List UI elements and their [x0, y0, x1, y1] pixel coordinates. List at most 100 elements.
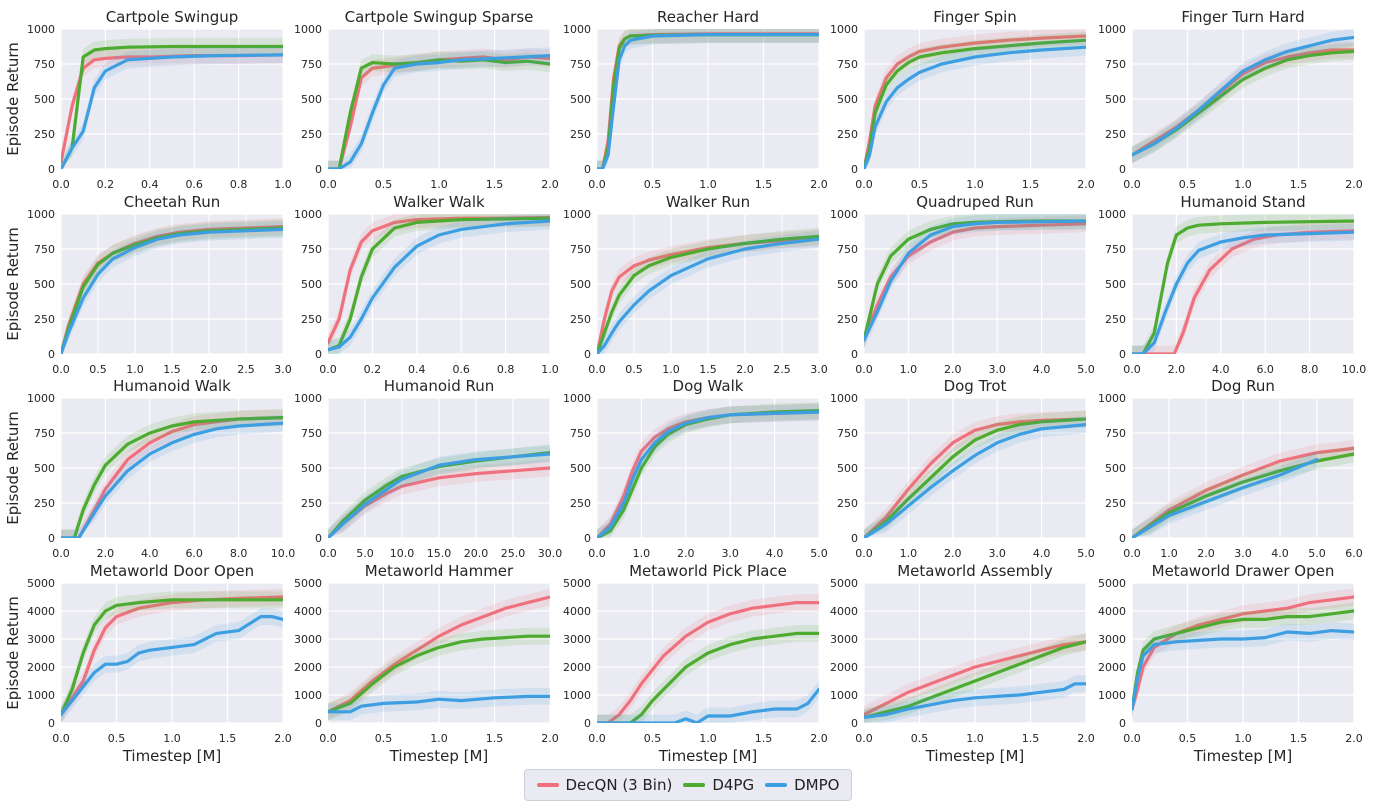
x-tick-label: 6.0 — [1256, 363, 1274, 376]
y-tick-label: 1000 — [563, 23, 591, 36]
chart-title: Walker Walk — [393, 193, 485, 211]
y-tick-label: 250 — [570, 497, 591, 510]
series-group — [328, 588, 550, 721]
x-tick-label: 2.0 — [274, 732, 292, 745]
x-tick-label: 2.0 — [200, 363, 218, 376]
series-group — [1132, 588, 1354, 718]
y-tick-label: 750 — [570, 58, 591, 71]
y-tick-label: 1000 — [563, 392, 591, 405]
line-decqn-3-bin — [1132, 595, 1354, 711]
x-tick-label: 2.0 — [810, 178, 828, 191]
x-tick-label: 2.0 — [944, 363, 962, 376]
y-tick-label: 750 — [34, 427, 55, 440]
band-dmpo — [864, 214, 1086, 349]
x-tick-label: 5.0 — [1077, 547, 1095, 560]
x-tick-label: 0.0 — [588, 732, 606, 745]
x-tick-label: 15.0 — [427, 547, 452, 560]
x-tick-label: 2.0 — [541, 732, 559, 745]
y-tick-label: 500 — [570, 278, 591, 291]
x-tick-label: 2.0 — [541, 178, 559, 191]
y-tick-label: 500 — [301, 93, 322, 106]
y-tick-label: 750 — [34, 243, 55, 256]
band-dmpo — [61, 414, 283, 538]
legend: DecQN (3 Bin) D4PG DMPO — [524, 769, 852, 801]
band-d4pg — [328, 51, 550, 169]
line-d4pg — [597, 234, 819, 354]
line-dmpo — [597, 687, 819, 723]
x-tick-label: 2.5 — [773, 363, 791, 376]
x-tick-label: 0.5 — [644, 732, 662, 745]
y-tick-label: 1000 — [1098, 208, 1126, 221]
chart-reacher-hard: 0.0 0.5 1.0 1.5 2.0 0 250 500 750 1000 Reacher Har… — [563, 8, 828, 191]
y-tick-label: 4000 — [830, 605, 858, 618]
y-tick-label: 500 — [570, 93, 591, 106]
x-tick-label: 6.0 — [1345, 547, 1363, 560]
line-dmpo — [1132, 230, 1354, 354]
chart-walker-run: 0.0 0.5 1.0 1.5 2.0 2.5 3.0 0 250 500 750 1000 Walke… — [563, 193, 828, 376]
y-axis-label: Episode Return — [4, 227, 22, 340]
chart-metaworld-assembly: 0.0 0.5 1.0 1.5 2.0 0 1000 2000 3000 4000 5000 Meta… — [830, 562, 1095, 765]
x-tick-label: 0.5 — [911, 732, 929, 745]
line-dmpo — [864, 219, 1086, 342]
chart-metaworld-hammer: 0.0 0.5 1.0 1.5 2.0 0 1000 2000 3000 4000 5000 Meta… — [294, 562, 559, 765]
band-decqn-3-bin — [864, 633, 1086, 723]
y-tick-label: 250 — [301, 128, 322, 141]
chart-dog-walk: 0.0 1.0 2.0 3.0 4.0 5.0 0 250 500 750 1000 Dog Walk — [563, 377, 828, 560]
series-group — [328, 444, 550, 538]
x-tick-label: 0.0 — [855, 732, 873, 745]
x-tick-label: 2.0 — [677, 547, 695, 560]
line-d4pg — [1132, 609, 1354, 711]
chart-humanoid-run: 0.0 5.0 10.0 15.0 20.0 25.0 30.0 0 250 500 750 1000… — [294, 377, 562, 560]
x-tick-label: 2.0 — [1197, 547, 1215, 560]
band-decqn-3-bin — [328, 459, 550, 538]
y-tick-label: 0 — [584, 532, 591, 545]
x-tick-label: 25.0 — [501, 547, 526, 560]
band-d4pg — [61, 409, 283, 538]
x-tick-label: 0.5 — [625, 363, 643, 376]
chart-humanoid-stand: 0.0 2.0 4.0 6.0 8.0 10.0 0 250 500 750 1000 Humanoi… — [1098, 193, 1366, 376]
y-tick-label: 1000 — [27, 208, 55, 221]
x-tick-label: 0.0 — [588, 547, 606, 560]
x-tick-label: 0.8 — [497, 363, 515, 376]
x-tick-label: 1.0 — [1160, 547, 1178, 560]
y-tick-label: 750 — [570, 243, 591, 256]
x-axis-label: Timestep [M] — [389, 747, 489, 765]
x-tick-label: 30.0 — [538, 547, 563, 560]
y-tick-label: 1000 — [27, 23, 55, 36]
y-tick-label: 1000 — [563, 689, 591, 702]
x-tick-label: 0.5 — [1179, 732, 1197, 745]
x-tick-label: 4.0 — [1033, 363, 1051, 376]
y-tick-label: 0 — [1119, 163, 1126, 176]
y-tick-label: 3000 — [563, 633, 591, 646]
x-tick-label: 0.0 — [1123, 178, 1141, 191]
x-tick-label: 0.2 — [97, 178, 115, 191]
line-dmpo — [864, 45, 1086, 169]
x-tick-label: 1.0 — [966, 178, 984, 191]
x-tick-label: 0.0 — [855, 178, 873, 191]
band-decqn-3-bin — [1132, 588, 1354, 718]
x-tick-label: 3.0 — [988, 363, 1006, 376]
x-tick-label: 1.5 — [219, 732, 237, 745]
line-dmpo — [61, 53, 283, 169]
x-axis-label: Timestep [M] — [925, 747, 1025, 765]
y-tick-label: 0 — [315, 532, 322, 545]
chart-title: Humanoid Run — [384, 377, 495, 395]
series-group — [1132, 440, 1354, 538]
y-tick-label: 3000 — [27, 633, 55, 646]
x-tick-label: 0.0 — [319, 732, 337, 745]
legend-item-dmpo: DMPO — [765, 776, 839, 794]
x-tick-label: 3.0 — [1234, 547, 1252, 560]
y-tick-label: 750 — [301, 427, 322, 440]
series-group — [597, 228, 819, 354]
chart-quadruped-run: 0.0 1.0 2.0 3.0 4.0 5.0 0 250 500 750 1000 Quadrupe… — [830, 193, 1095, 376]
x-tick-label: 0.0 — [855, 547, 873, 560]
band-dmpo — [61, 46, 283, 169]
chart-title: Reacher Hard — [657, 8, 759, 26]
x-tick-label: 5.0 — [1077, 363, 1095, 376]
y-tick-label: 3000 — [1098, 633, 1126, 646]
chart-title: Metaworld Assembly — [897, 562, 1053, 580]
line-dmpo — [61, 614, 283, 717]
y-tick-label: 500 — [1105, 462, 1126, 475]
y-tick-label: 1000 — [563, 208, 591, 221]
band-d4pg — [864, 214, 1086, 349]
